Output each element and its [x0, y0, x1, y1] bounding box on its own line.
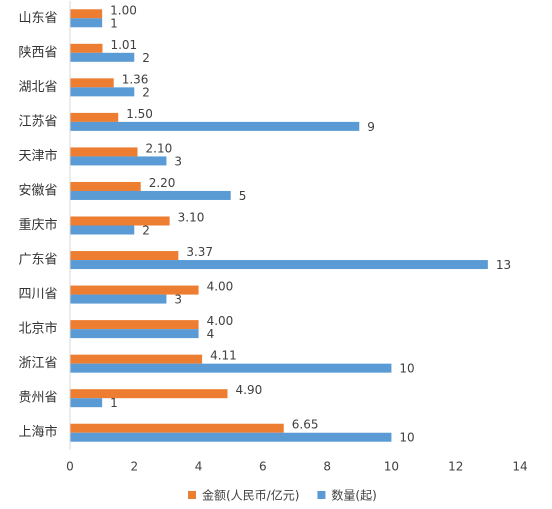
data-label: 1	[110, 396, 118, 410]
bar	[70, 52, 135, 62]
bar	[70, 225, 135, 235]
data-label: 2	[142, 224, 150, 238]
bar	[70, 9, 103, 19]
y-tick-label: 上海市	[18, 424, 57, 440]
data-label: 1.50	[126, 107, 153, 121]
bar	[70, 78, 114, 88]
y-tick-label: 天津市	[18, 148, 57, 164]
data-label: 4.00	[207, 280, 234, 294]
data-label: 3.10	[178, 211, 205, 225]
bar	[70, 432, 392, 442]
data-label: 4.11	[210, 349, 237, 363]
data-label: 3.37	[186, 245, 213, 259]
bar	[70, 398, 103, 408]
data-label: 13	[496, 258, 511, 272]
y-tick-label: 重庆市	[18, 217, 57, 233]
y-tick-label: 四川省	[18, 287, 57, 302]
legend-label: 金额(人民币/亿元)	[202, 488, 299, 503]
data-label: 2	[142, 51, 150, 65]
bar	[70, 354, 203, 364]
bar	[70, 285, 199, 295]
data-label: 2.20	[149, 176, 176, 190]
data-label: 5	[239, 189, 247, 203]
data-label: 1.01	[110, 38, 137, 52]
data-label: 3	[174, 293, 182, 307]
x-tick-label: 4	[195, 460, 203, 474]
data-label: 1.00	[110, 3, 137, 17]
y-tick-label: 陕西省	[18, 45, 57, 60]
x-tick-label: 2	[130, 460, 138, 474]
legend-swatch	[188, 491, 196, 499]
bar	[70, 87, 135, 97]
bar	[70, 43, 103, 53]
bar	[70, 363, 392, 373]
bar	[70, 216, 170, 226]
x-tick-label: 12	[448, 460, 463, 474]
bar	[70, 251, 179, 261]
data-label: 4.90	[236, 383, 263, 397]
data-label: 6.65	[292, 418, 319, 432]
bar	[70, 147, 138, 157]
bar	[70, 112, 119, 122]
bar	[70, 190, 231, 200]
x-tick-label: 6	[259, 460, 267, 474]
data-label: 2	[142, 85, 150, 99]
bar	[70, 320, 199, 330]
y-tick-label: 湖北省	[18, 80, 57, 95]
legend-label: 数量(起)	[331, 488, 376, 503]
bar	[70, 260, 488, 270]
bar	[70, 18, 103, 28]
data-label: 4.00	[207, 314, 234, 328]
bar	[70, 389, 228, 399]
data-label: 10	[399, 431, 414, 445]
bar	[70, 423, 284, 433]
data-label: 2.10	[146, 141, 173, 155]
data-label: 3	[174, 154, 182, 168]
data-label: 9	[367, 120, 375, 134]
bar	[70, 181, 141, 191]
bar	[70, 329, 199, 339]
bar	[70, 156, 167, 166]
data-label: 1	[110, 16, 118, 30]
y-tick-label: 江苏省	[18, 113, 57, 129]
bar	[70, 121, 360, 131]
x-tick-label: 8	[323, 460, 331, 474]
y-tick-label: 北京市	[18, 321, 57, 337]
data-label: 1.36	[122, 72, 149, 86]
x-tick-label: 14	[512, 460, 527, 474]
y-tick-label: 贵州省	[18, 391, 57, 406]
legend-swatch	[317, 491, 326, 499]
data-label: 10	[399, 362, 414, 376]
y-tick-label: 山东省	[18, 11, 57, 26]
y-tick-label: 浙江省	[18, 356, 57, 371]
y-tick-label: 广东省	[18, 253, 57, 268]
data-label: 4	[207, 327, 215, 341]
x-tick-label: 10	[384, 460, 399, 474]
x-tick-label: 0	[66, 460, 74, 474]
y-tick-label: 安徽省	[18, 183, 57, 198]
bar	[70, 294, 167, 304]
